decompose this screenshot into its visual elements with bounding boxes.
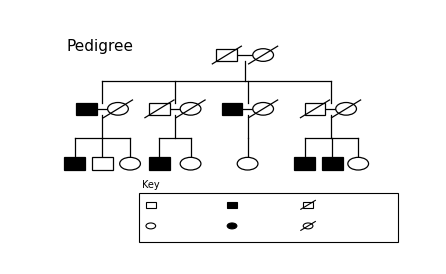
- Circle shape: [253, 102, 273, 115]
- FancyBboxPatch shape: [303, 202, 313, 208]
- Bar: [322, 157, 343, 170]
- Text: deceased female: deceased female: [317, 221, 391, 230]
- Text: Pedigree: Pedigree: [66, 39, 133, 54]
- Ellipse shape: [303, 223, 313, 229]
- Circle shape: [336, 102, 356, 115]
- Ellipse shape: [227, 223, 237, 229]
- Bar: [294, 157, 315, 170]
- Circle shape: [120, 157, 140, 170]
- Ellipse shape: [146, 223, 156, 229]
- Bar: [92, 157, 113, 170]
- Text: female: female: [160, 221, 190, 230]
- Circle shape: [180, 102, 201, 115]
- Bar: [149, 102, 170, 115]
- Circle shape: [348, 157, 368, 170]
- FancyBboxPatch shape: [146, 202, 156, 208]
- Circle shape: [107, 102, 128, 115]
- Text: male: male: [160, 200, 181, 209]
- Text: deceased male: deceased male: [317, 200, 383, 209]
- Text: Key: Key: [142, 180, 160, 190]
- Text: affected female: affected female: [241, 221, 309, 230]
- Bar: [77, 102, 97, 115]
- Bar: [305, 102, 326, 115]
- Bar: [149, 157, 170, 170]
- Bar: [216, 49, 237, 61]
- Circle shape: [180, 157, 201, 170]
- Bar: [64, 157, 85, 170]
- Text: affected male: affected male: [241, 200, 301, 209]
- FancyBboxPatch shape: [139, 193, 398, 242]
- Circle shape: [237, 157, 258, 170]
- FancyBboxPatch shape: [227, 202, 237, 208]
- Bar: [222, 102, 243, 115]
- Circle shape: [253, 49, 273, 61]
